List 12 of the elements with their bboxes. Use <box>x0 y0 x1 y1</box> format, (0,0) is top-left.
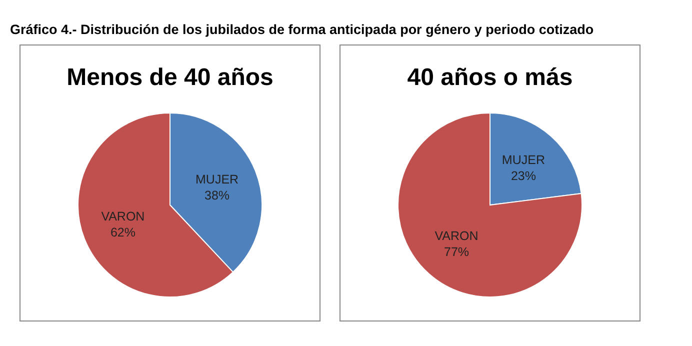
data-label: 23% <box>510 169 536 184</box>
slice-label: MUJER <box>502 153 545 168</box>
data-label: 38% <box>204 188 230 202</box>
pie-slice <box>398 112 582 298</box>
text: Gráfico 4.- Distribución de los jubilados de forma anticipada por género y periodo cotizado <box>10 22 594 37</box>
slice-label: MUJER <box>196 172 239 186</box>
data-label: 77% <box>444 244 470 259</box>
data-label: 62% <box>110 226 136 240</box>
chart-title: Menos de 40 años <box>66 64 274 91</box>
slice-label: VARON <box>101 210 145 224</box>
chart-title: 40 años o más <box>407 64 573 91</box>
slice-label: VARON <box>434 228 478 243</box>
